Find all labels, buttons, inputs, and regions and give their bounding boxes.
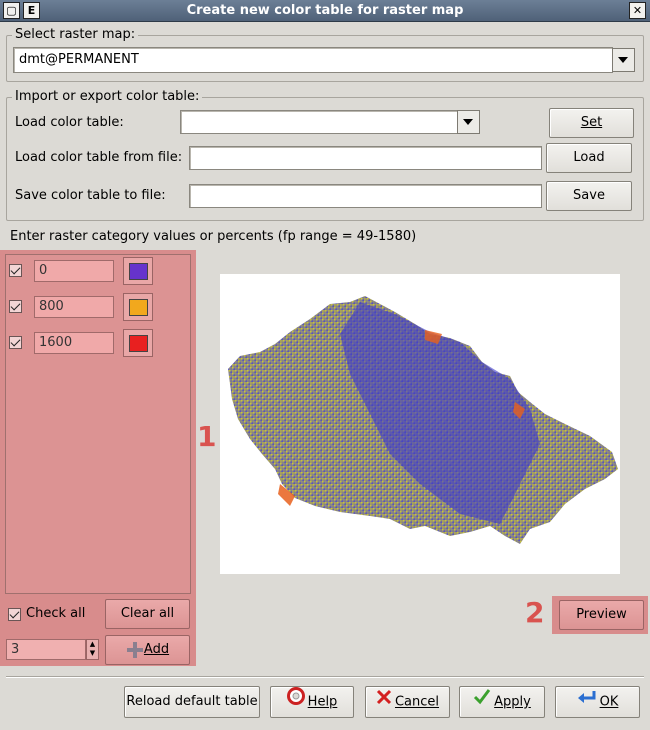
rule-count-spinner[interactable]: ▲ ▼ xyxy=(86,639,99,660)
preview-image xyxy=(220,274,620,574)
window-titlebar: ▢ E Create new color table for raster ma… xyxy=(0,0,650,22)
set-button[interactable]: Set xyxy=(549,108,634,138)
select-map-group-label: Select raster map: xyxy=(12,27,139,42)
add-plus-icon xyxy=(126,641,144,659)
window-menu-icon[interactable]: ▢ xyxy=(3,2,20,19)
check-all-checkbox[interactable] xyxy=(8,608,21,621)
map-lowland-shape xyxy=(340,302,540,524)
cancel-button[interactable]: Cancel xyxy=(365,686,450,718)
help-lifebuoy-icon xyxy=(286,687,305,717)
raster-map-combo-arrow-icon[interactable] xyxy=(612,48,635,72)
load-file-input[interactable] xyxy=(189,146,542,170)
rule-2-value-input[interactable]: 800 xyxy=(34,296,114,318)
raster-map-combo[interactable]: dmt@PERMANENT xyxy=(13,47,613,73)
ok-enter-icon xyxy=(577,687,597,717)
cancel-button-label: Cancel xyxy=(394,694,440,710)
ok-button[interactable]: OK xyxy=(555,686,640,718)
save-file-input[interactable] xyxy=(189,184,542,208)
save-file-label: Save color table to file: xyxy=(15,188,166,203)
clear-all-button[interactable]: Clear all xyxy=(105,599,190,629)
help-button-label: Help xyxy=(307,694,338,710)
cancel-x-icon xyxy=(376,687,392,717)
annotation-marker-1: 1 xyxy=(197,420,217,453)
import-export-group-label: Import or export color table: xyxy=(12,89,203,104)
rule-1-checkbox[interactable] xyxy=(9,264,22,277)
load-color-table-arrow-icon[interactable] xyxy=(457,110,480,134)
help-button[interactable]: Help xyxy=(270,686,354,718)
import-export-group xyxy=(6,97,644,221)
preview-button[interactable]: Preview xyxy=(559,600,644,630)
rule-2-checkbox[interactable] xyxy=(9,300,22,313)
add-button-label: Add xyxy=(143,642,170,657)
rule-3-checkbox[interactable] xyxy=(9,336,22,349)
select-map-group xyxy=(6,35,644,82)
rule-1-color-swatch xyxy=(129,263,148,280)
spin-down-icon[interactable]: ▼ xyxy=(89,649,96,657)
check-all-label: Check all xyxy=(26,606,86,621)
map-highland-spot-3 xyxy=(513,402,525,419)
load-color-table-label: Load color table: xyxy=(15,115,124,130)
rule-2-color-button[interactable] xyxy=(123,293,153,321)
footer-divider xyxy=(6,676,644,678)
rule-3-value-input[interactable]: 1600 xyxy=(34,332,114,354)
annotation-marker-2: 2 xyxy=(525,596,545,629)
apply-button[interactable]: Apply xyxy=(459,686,545,718)
apply-check-icon xyxy=(473,687,491,717)
rule-3-color-button[interactable] xyxy=(123,329,153,357)
add-button[interactable]: Add xyxy=(105,635,190,665)
apply-button-label: Apply xyxy=(494,694,531,710)
load-file-label: Load color table from file: xyxy=(15,150,183,165)
rule-3-color-swatch xyxy=(129,335,148,352)
rule-1-color-button[interactable] xyxy=(123,257,153,285)
window-title: Create new color table for raster map xyxy=(186,3,464,18)
set-button-label: Set xyxy=(580,115,603,130)
reload-default-table-button[interactable]: Reload default table xyxy=(124,686,260,718)
load-button[interactable]: Load xyxy=(546,143,632,173)
ok-button-label: OK xyxy=(599,694,619,710)
load-color-table-combo[interactable] xyxy=(180,110,458,134)
map-highland-spot-2 xyxy=(425,330,442,344)
window-e-button[interactable]: E xyxy=(23,2,40,19)
rules-header: Enter raster category values or percents… xyxy=(10,229,417,244)
rule-1-value-input[interactable]: 0 xyxy=(34,260,114,282)
map-highland-spot-1 xyxy=(278,484,295,506)
save-button[interactable]: Save xyxy=(546,181,632,211)
window-close-icon[interactable]: ✕ xyxy=(629,2,646,19)
map-preview-graphic xyxy=(228,296,618,544)
spin-up-icon[interactable]: ▲ xyxy=(89,640,96,648)
rule-count-input[interactable]: 3 xyxy=(6,639,86,660)
rule-2-color-swatch xyxy=(129,299,148,316)
